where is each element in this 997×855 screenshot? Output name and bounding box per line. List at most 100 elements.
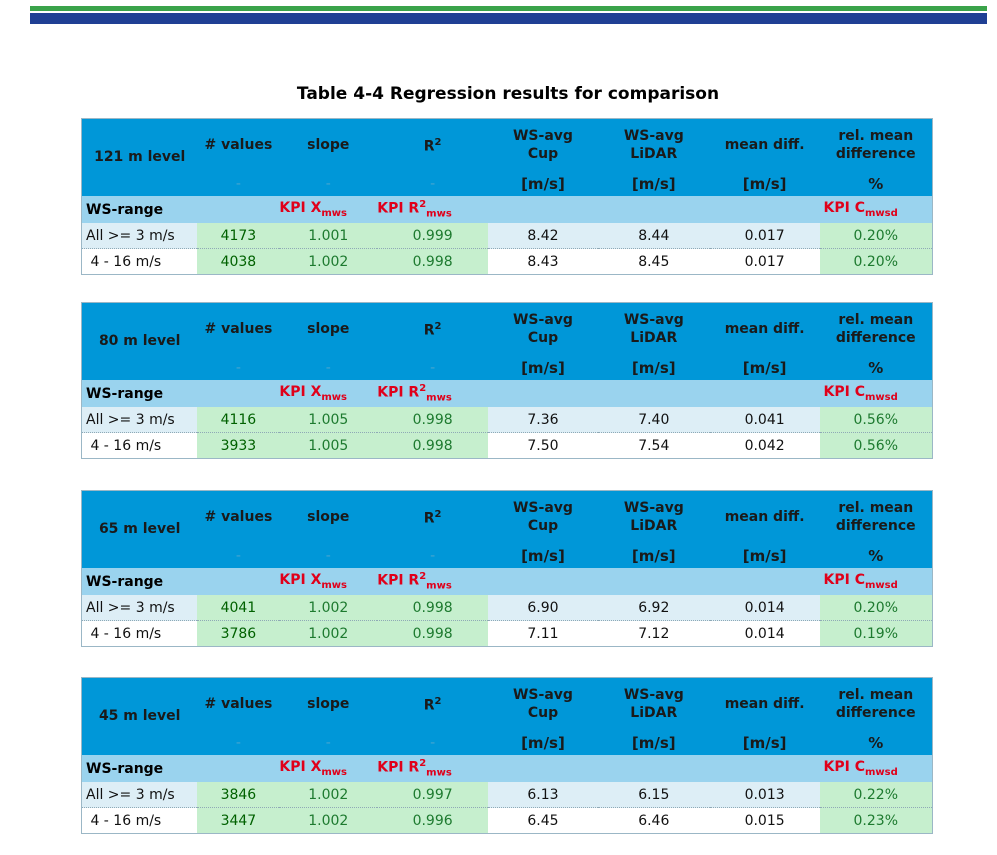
level-label: 80 m level — [81, 302, 198, 380]
row-ws-range: 4 - 16 m/s — [81, 620, 198, 647]
row-r2: 0.998 — [377, 432, 489, 459]
row-ws-range: All >= 3 m/s — [81, 782, 198, 808]
row-r2: 0.997 — [377, 782, 489, 808]
unit-dash: - — [279, 543, 378, 568]
row-lidar-avg: 7.40 — [597, 407, 710, 433]
row-rel-mean-diff: 0.20% — [819, 595, 933, 621]
ws-range-label: WS-range — [81, 568, 198, 595]
row-cup-avg: 8.43 — [488, 248, 598, 275]
kpi-x-label: KPI Xmws — [279, 380, 378, 407]
row-rel-mean-diff: 0.56% — [819, 407, 933, 433]
row-rel-mean-diff: 0.23% — [819, 807, 933, 834]
unit-ms: [m/s] — [488, 730, 598, 755]
unit-dash: - — [197, 543, 280, 568]
row-cup-avg: 8.42 — [488, 223, 598, 249]
row-mean-diff: 0.014 — [709, 620, 820, 647]
unit-ms: [m/s] — [709, 171, 820, 196]
row-ws-range: All >= 3 m/s — [81, 223, 198, 249]
row-rel-mean-diff: 0.19% — [819, 620, 933, 647]
row-mean-diff: 0.013 — [709, 782, 820, 808]
row-r2: 0.998 — [377, 595, 489, 621]
unit-ms: [m/s] — [597, 355, 710, 380]
col-meandiff-header: mean diff. — [709, 490, 820, 543]
row-cup-avg: 7.11 — [488, 620, 598, 647]
kpi-c-label: KPI Cmwsd — [819, 568, 933, 595]
row-values-count: 3933 — [197, 432, 280, 459]
unit-dash: - — [377, 543, 489, 568]
kpi-c-label: KPI Cmwsd — [819, 196, 933, 223]
row-cup-avg: 6.90 — [488, 595, 598, 621]
row-cup-avg: 6.13 — [488, 782, 598, 808]
row-slope: 1.001 — [279, 223, 378, 249]
col-meandiff-header: mean diff. — [709, 677, 820, 730]
row-cup-avg: 7.50 — [488, 432, 598, 459]
row-ws-range: All >= 3 m/s — [81, 407, 198, 433]
unit-pct: % — [819, 730, 933, 755]
table-caption: Table 4-4 Regression results for compari… — [296, 84, 720, 104]
row-r2: 0.996 — [377, 807, 489, 834]
kpi-x-label: KPI Xmws — [279, 755, 378, 782]
row-values-count: 3846 — [197, 782, 280, 808]
row-lidar-avg: 7.12 — [597, 620, 710, 647]
row-values-count: 4038 — [197, 248, 280, 275]
table-row: 4 - 16 m/s 3447 1.002 0.996 6.45 6.46 0.015 0.2… — [81, 807, 933, 834]
unit-ms: [m/s] — [597, 543, 710, 568]
level-label: 45 m level — [81, 677, 198, 755]
row-r2: 0.998 — [377, 407, 489, 433]
col-meandiff-header: mean diff. — [709, 302, 820, 355]
ws-range-label: WS-range — [81, 755, 198, 782]
unit-dash: - — [197, 171, 280, 196]
col-relmean-header: rel. mean difference — [819, 677, 933, 730]
row-values-count: 4041 — [197, 595, 280, 621]
col-lidar-header: WS-avg LiDAR — [597, 118, 710, 171]
unit-dash: - — [377, 171, 489, 196]
regression-table-4: 45 m level # values slope R2 WS-avg Cup W… — [81, 677, 933, 834]
unit-ms: [m/s] — [597, 730, 710, 755]
row-slope: 1.005 — [279, 407, 378, 433]
unit-ms: [m/s] — [597, 171, 710, 196]
kpi-x-label: KPI Xmws — [279, 196, 378, 223]
col-r2-header: R2 — [377, 302, 489, 355]
row-ws-range: 4 - 16 m/s — [81, 807, 198, 834]
row-ws-range: 4 - 16 m/s — [81, 248, 198, 275]
row-mean-diff: 0.042 — [709, 432, 820, 459]
ws-range-label: WS-range — [81, 380, 198, 407]
unit-dash: - — [377, 355, 489, 380]
kpi-r2-label: KPI R2mws — [377, 755, 489, 782]
row-slope: 1.002 — [279, 807, 378, 834]
unit-dash: - — [279, 171, 378, 196]
row-values-count: 4173 — [197, 223, 280, 249]
ws-range-label: WS-range — [81, 196, 198, 223]
level-label: 65 m level — [81, 490, 198, 568]
col-r2-header: R2 — [377, 118, 489, 171]
row-values-count: 3786 — [197, 620, 280, 647]
table-row: All >= 3 m/s 4116 1.005 0.998 7.36 7.40 0.041 0… — [81, 407, 933, 433]
col-lidar-header: WS-avg LiDAR — [597, 677, 710, 730]
unit-dash: - — [197, 355, 280, 380]
kpi-r2-label: KPI R2mws — [377, 196, 489, 223]
row-mean-diff: 0.015 — [709, 807, 820, 834]
row-rel-mean-diff: 0.20% — [819, 248, 933, 275]
level-label: 121 m level — [81, 118, 198, 196]
kpi-x-label: KPI Xmws — [279, 568, 378, 595]
table-row: All >= 3 m/s 3846 1.002 0.997 6.13 6.15 0.013 0… — [81, 782, 933, 808]
unit-pct: % — [819, 543, 933, 568]
col-r2-header: R2 — [377, 490, 489, 543]
unit-ms: [m/s] — [488, 355, 598, 380]
row-mean-diff: 0.017 — [709, 223, 820, 249]
table-row: 4 - 16 m/s 3933 1.005 0.998 7.50 7.54 0.042 0.5… — [81, 432, 933, 459]
row-lidar-avg: 7.54 — [597, 432, 710, 459]
row-ws-range: All >= 3 m/s — [81, 595, 198, 621]
table-row: 4 - 16 m/s 4038 1.002 0.998 8.43 8.45 0.017 0.2… — [81, 248, 933, 275]
col-slope-header: slope — [279, 118, 378, 171]
kpi-r2-label: KPI R2mws — [377, 380, 489, 407]
row-r2: 0.998 — [377, 620, 489, 647]
unit-dash: - — [197, 730, 280, 755]
col-relmean-header: rel. mean difference — [819, 490, 933, 543]
unit-dash: - — [377, 730, 489, 755]
col-cup-header: WS-avg Cup — [488, 490, 598, 543]
col-values-header: # values — [197, 118, 280, 171]
row-lidar-avg: 6.15 — [597, 782, 710, 808]
regression-table-2: 80 m level # values slope R2 WS-avg Cup W… — [81, 302, 933, 459]
header-rule-green — [30, 6, 987, 11]
